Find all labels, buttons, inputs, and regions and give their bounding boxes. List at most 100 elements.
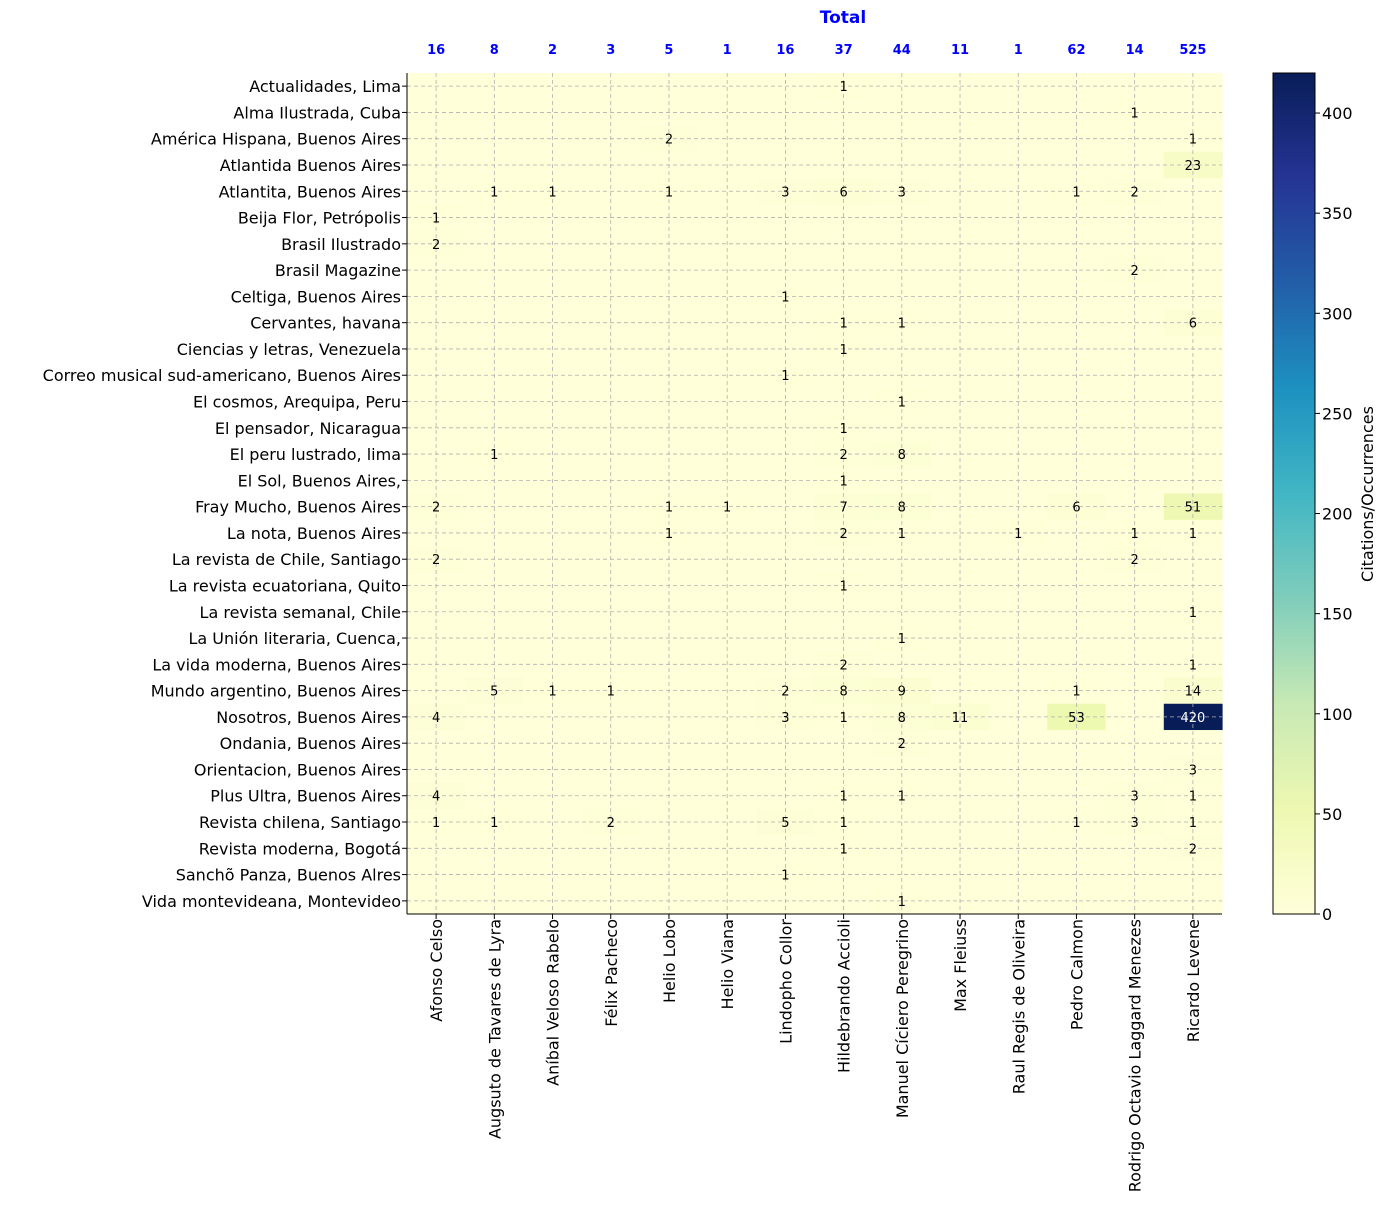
cell-value-label: 1 [490,816,498,831]
y-tick-label: La revista de Chile, Santiago [172,550,401,569]
cell-value-label: 6 [839,185,847,200]
y-tick-label: La revista semanal, Chile [200,603,401,622]
cell-value-label: 4 [432,711,440,726]
y-tick-label: El Sol, Buenos Aires, [238,471,401,490]
cell-value-label: 1 [665,527,673,542]
cell-value-label: 1 [665,185,673,200]
cell-value-label: 2 [607,816,615,831]
y-tick-label: La vida moderna, Buenos Aires [152,655,401,674]
colorbar-tick-label: 350 [1322,204,1353,223]
cell-value-label: 420 [1180,711,1205,726]
cell-value-label: 8 [898,711,906,726]
column-total-label: 14 [1126,43,1144,58]
cell-value-label: 6 [1189,317,1197,332]
x-tick-label: Raul Regis de Oliveira [1009,919,1028,1094]
colorbar-tick-label: 400 [1322,104,1353,123]
y-tick-label: La Unión literaria, Cuenca, [189,629,402,648]
y-tick-label: Atlantida Buenos Aires [220,156,401,175]
cell-value-label: 5 [490,685,498,700]
y-tick-label: El peru lustrado, lima [230,445,401,464]
cell-value-label: 2 [432,501,440,516]
x-tick-label: Félix Pacheco [602,919,621,1027]
heatmap-grid [406,73,1222,915]
colorbar-tick-label: 300 [1322,304,1353,323]
cell-value-label: 1 [1131,106,1139,121]
y-tick-label: Orientacion, Buenos Aires [194,760,401,779]
cell-value-label: 1 [665,501,673,516]
cell-value-label: 9 [898,685,906,700]
cell-value-label: 2 [839,448,847,463]
column-total-label: 16 [427,43,445,58]
column-total-label: 16 [776,43,794,58]
colorbar: 0 50 100 150 200 250 300 350 400 [1272,72,1353,924]
x-tick-label: Helio Viana [718,919,737,1009]
x-tick-label: Pedro Calmon [1067,919,1086,1030]
y-tick-label: Actualidades, Lima [249,77,401,96]
column-total-label: 5 [664,43,673,58]
colorbar-gradient [1272,72,1316,915]
y-tick-labels: Actualidades, Lima Alma Ilustrada, Cuba Am… [43,77,407,911]
y-tick-label: La nota, Buenos Aires [227,524,401,543]
cell-value-label: 8 [839,685,847,700]
cell-value-label: 1 [781,290,789,305]
cell-value-label: 1 [781,369,789,384]
cell-value-label: 1 [839,422,847,437]
y-tick-label: Fray Mucho, Buenos Aires [195,498,401,517]
y-tick-label: Atlantita, Buenos Aires [219,182,401,201]
cell-value-label: 8 [898,448,906,463]
cell-value-label: 2 [665,133,673,148]
cell-value-label: 11 [952,711,969,726]
column-total-label: 62 [1067,43,1085,58]
cell-value-label: 2 [781,685,789,700]
cell-value-label: 1 [1014,527,1022,542]
y-tick-label: Celtiga, Buenos Aires [231,287,401,306]
cell-value-label: 1 [1072,185,1080,200]
colorbar-tick-label: 50 [1322,805,1342,824]
colorbar-tick-label: 100 [1322,705,1353,724]
cell-value-label: 51 [1185,501,1202,516]
y-tick-label: El cosmos, Arequipa, Peru [193,393,401,412]
y-tick-label: El pensador, Nicaragua [215,419,401,438]
y-tick-label: La revista ecuatoriana, Quito [169,576,401,595]
cell-value-label: 1 [839,842,847,857]
y-tick-label: Correo musical sud-americano, Buenos Air… [43,366,401,385]
cell-value-label: 3 [898,185,906,200]
heatmap-cells [407,73,1223,915]
y-tick-label: Vida montevideana, Montevideo [142,892,401,911]
cell-value-label: 1 [490,185,498,200]
cell-value-label: 2 [839,658,847,673]
column-total-label: 1 [723,43,732,58]
cell-value-label: 1 [1131,527,1139,542]
cell-value-label: 1 [898,632,906,647]
y-tick-label: Mundo argentino, Buenos Aires [151,682,401,701]
cell-value-label: 1 [607,685,615,700]
cell-value-label: 1 [898,895,906,910]
cell-value-label: 2 [432,553,440,568]
cell-value-label: 4 [432,790,440,805]
y-tick-label: Ciencias y letras, Venezuela [177,340,401,359]
cell-value-label: 1 [1072,685,1080,700]
y-tick-label: Brasil Magazine [275,261,401,280]
cell-value-label: 23 [1185,159,1202,174]
x-tick-labels: Afonso Celso Augsuto de Tavares de Lyra An… [427,914,1203,1192]
y-tick-label: Revista moderna, Bogotá [199,839,401,858]
column-total-label: 1 [1014,43,1023,58]
cell-value-label: 1 [839,711,847,726]
y-tick-label: Plus Ultra, Buenos Aires [210,787,401,806]
colorbar-tick-label: 150 [1322,605,1353,624]
x-tick-label: Lindopho Collor [776,919,795,1044]
cell-value-label: 8 [898,501,906,516]
column-total-label: 2 [548,43,557,58]
cell-value-label: 3 [1189,763,1197,778]
colorbar-tick-label: 0 [1322,905,1332,924]
y-tick-label: Beija Flor, Petrópolis [238,209,401,228]
cell-value-label: 1 [1189,133,1197,148]
cell-value-label: 3 [781,185,789,200]
cell-value-label: 5 [781,816,789,831]
y-tick-label: Sanchõ Panza, Buenos Alres [176,866,401,885]
cell-value-label: 2 [898,737,906,752]
cell-value-label: 1 [898,790,906,805]
